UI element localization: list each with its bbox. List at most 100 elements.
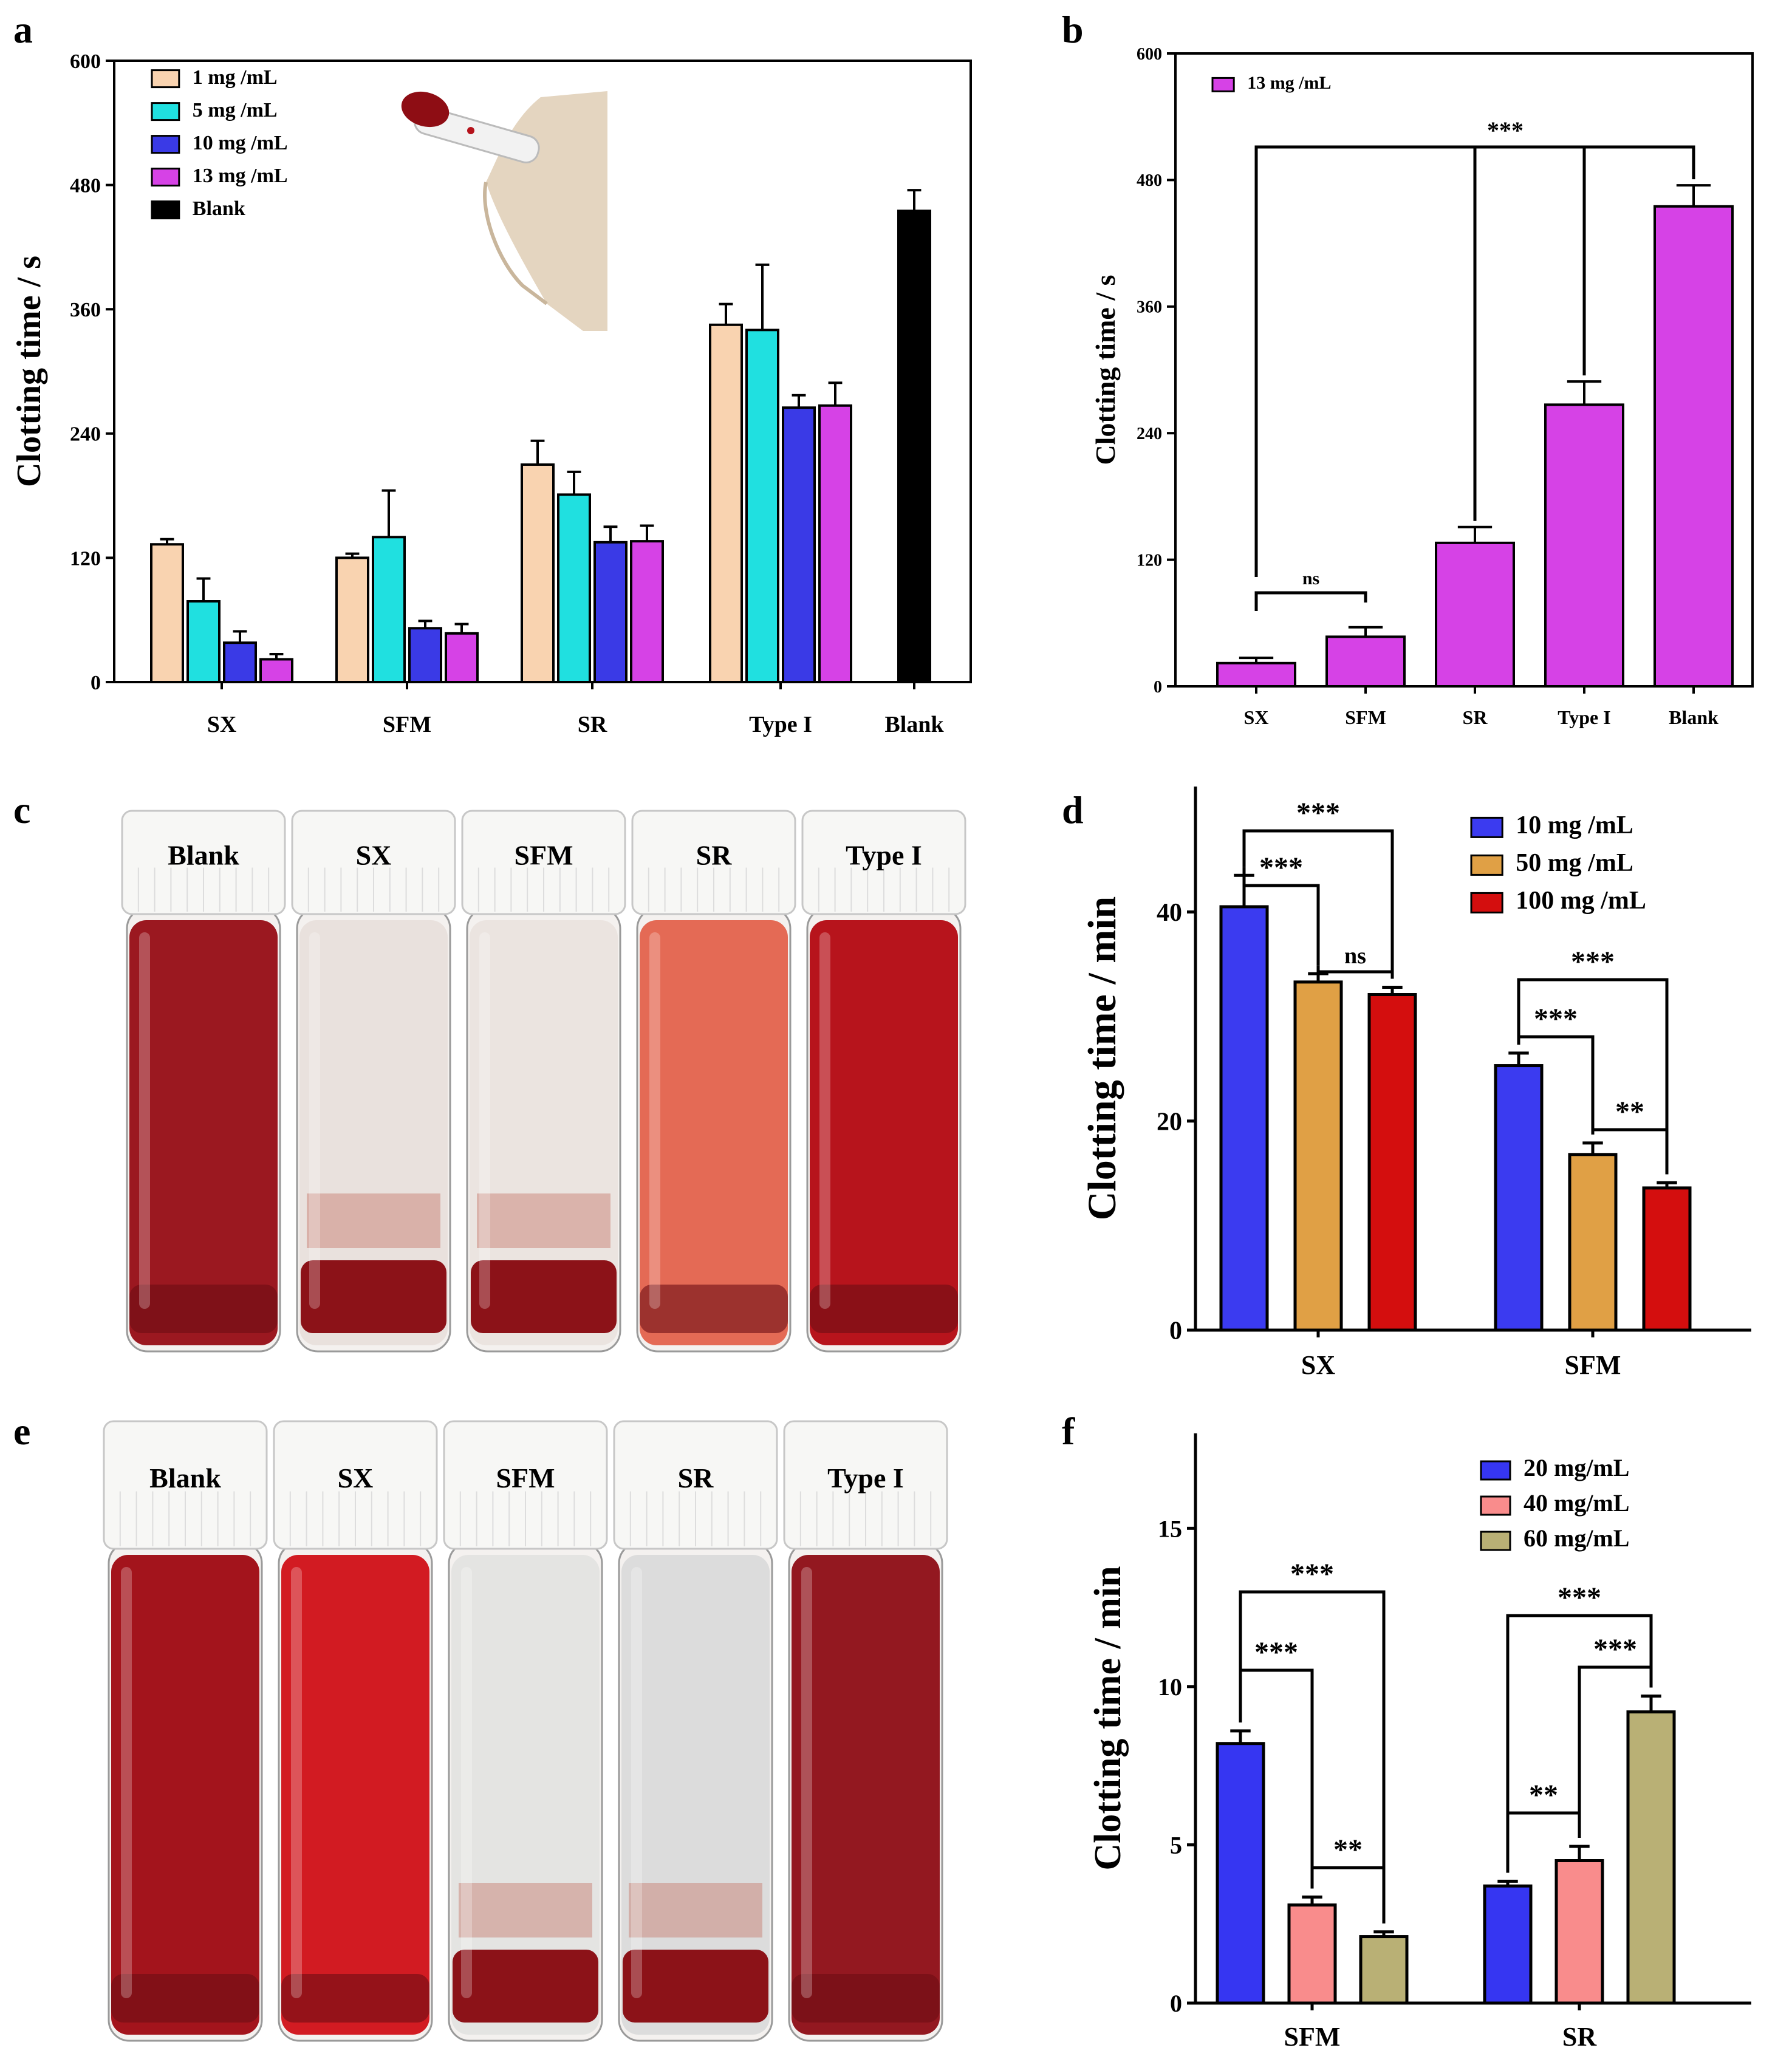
legend-swatch <box>1480 1460 1511 1481</box>
photo-c-vials: c Blank SX SFM SR Type I <box>13 788 969 1353</box>
significance-bracket <box>1242 829 1394 979</box>
glass-highlight <box>309 932 320 1309</box>
glove-fold <box>483 182 548 306</box>
y-tick-label: 40 <box>1157 899 1182 927</box>
blood-clot <box>471 1260 617 1333</box>
glass-highlight <box>819 932 830 1309</box>
significance-bracket <box>1239 1668 1314 1889</box>
bar <box>1554 1859 1604 2005</box>
bar <box>1216 1742 1265 2005</box>
significance-bracket <box>1239 1590 1386 1924</box>
y-tick-label: 0 <box>91 672 101 694</box>
y-tick-label: 600 <box>70 50 101 73</box>
bar <box>1219 905 1269 1332</box>
clot-debris <box>629 1883 762 1937</box>
vial-liquid <box>129 920 278 1345</box>
chart-a-clotting-time-concentrations: a 0 120 240 360 480 600 Clotting time / s SX SFM S… <box>10 8 972 737</box>
bar <box>557 493 591 684</box>
legend-swatch <box>1470 892 1503 913</box>
x-tick-label: SX <box>1244 706 1269 728</box>
legend-label: 10 mg /mL <box>1516 811 1633 839</box>
vial-cap <box>631 810 796 915</box>
significance-label: *** <box>1571 946 1615 978</box>
y-tick-label: 480 <box>1137 171 1162 190</box>
significance-bracket-ns <box>1254 591 1367 611</box>
vial: Blank <box>121 810 286 1353</box>
bar <box>1494 1064 1544 1332</box>
bar <box>408 627 442 683</box>
y-tick-label: 600 <box>1137 45 1162 64</box>
bar <box>745 329 779 683</box>
bar <box>1435 541 1515 688</box>
legend-label: 100 mg /mL <box>1516 887 1646 915</box>
glass-highlight <box>139 932 150 1309</box>
clot-debris <box>307 1193 440 1248</box>
bar <box>1483 1884 1533 2005</box>
legend-label: 40 mg/mL <box>1524 1489 1629 1517</box>
x-tick-label: SFM <box>1284 2022 1341 2052</box>
vial: Type I <box>783 1420 948 2042</box>
y-tick-label: 120 <box>70 547 101 570</box>
bar <box>150 543 184 683</box>
vial-cap <box>273 1420 438 1550</box>
legend-label: 13 mg /mL <box>1247 73 1331 93</box>
bar <box>818 404 852 683</box>
vial: Type I <box>801 810 966 1353</box>
panel-letter: f <box>1062 1410 1075 1453</box>
vial-sediment <box>640 1285 788 1333</box>
vial-liquid <box>810 920 958 1345</box>
vial-label: SFM <box>514 839 573 870</box>
vial-label: SR <box>696 839 733 870</box>
significance-bracket <box>1506 1614 1653 1873</box>
significance-bracket <box>1242 867 1320 966</box>
significance-label: *** <box>1254 1636 1298 1668</box>
vial-label: Type I <box>846 839 922 870</box>
vial-liquid <box>792 1555 940 2035</box>
x-tick-label: Type I <box>1558 706 1610 728</box>
bar <box>1653 205 1734 688</box>
y-tick-label: 5 <box>1170 1831 1182 1859</box>
vial: SR <box>631 810 796 1353</box>
significance-bracket <box>1316 965 1394 979</box>
blood-clot <box>301 1260 446 1333</box>
bar <box>1293 980 1343 1332</box>
vial: SFM <box>443 1420 608 2042</box>
bar <box>186 600 221 684</box>
vial-sediment <box>810 1285 958 1333</box>
bar <box>1216 661 1296 688</box>
blood-clot <box>623 1950 768 2023</box>
vial-label: Blank <box>149 1463 221 1494</box>
y-tick-label: 0 <box>1169 1317 1182 1345</box>
significance-label: ** <box>1529 1779 1558 1811</box>
bar <box>1325 635 1406 688</box>
vial: SR <box>613 1420 778 2042</box>
significance-bracket <box>1578 1665 1653 1838</box>
y-tick-label: 0 <box>1154 678 1162 697</box>
vial-liquid <box>470 920 618 1345</box>
panel-letter: c <box>13 788 30 831</box>
legend-label: Blank <box>193 197 245 220</box>
x-tick-label: SR <box>1463 706 1488 728</box>
vial-cap <box>121 810 286 915</box>
glass-highlight <box>649 932 660 1309</box>
bar <box>1568 1153 1618 1332</box>
vial-cap <box>613 1420 778 1550</box>
x-tick-label: SFM <box>1565 1350 1621 1380</box>
legend-swatch <box>151 69 180 89</box>
glass-highlight <box>121 1567 132 1998</box>
legend-swatch <box>1480 1531 1511 1551</box>
significance-label: *** <box>1593 1633 1637 1665</box>
x-tick-label: Type I <box>749 712 812 737</box>
bar <box>521 463 555 683</box>
x-tick-label: SR <box>1562 2022 1597 2052</box>
bar <box>335 556 369 684</box>
significance-bracket <box>1506 1811 1581 1873</box>
panel-letter: a <box>13 8 33 51</box>
bar <box>897 210 931 684</box>
y-axis-title: Clotting time / min <box>1087 1566 1129 1870</box>
bar <box>372 536 406 683</box>
y-tick-label: 240 <box>70 423 101 446</box>
bar <box>709 323 743 683</box>
vial-cap <box>443 1420 608 1550</box>
